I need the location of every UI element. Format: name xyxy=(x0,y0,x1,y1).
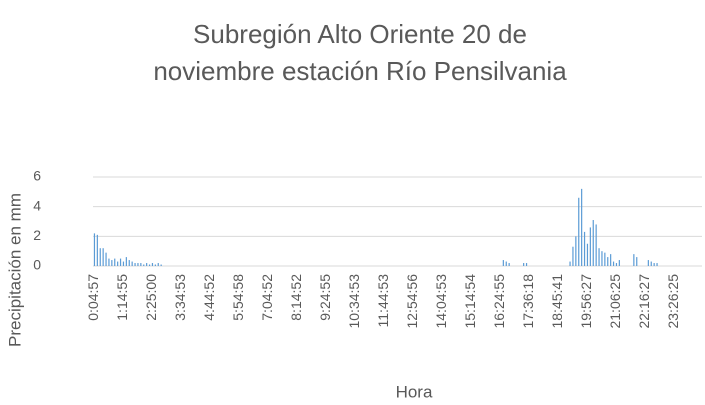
bar xyxy=(601,251,603,266)
bar xyxy=(134,263,136,266)
x-axis-label: Hora xyxy=(396,382,433,401)
bar xyxy=(589,227,591,266)
x-tick-label: 4:44:52 xyxy=(201,274,217,321)
bar xyxy=(598,248,600,266)
bar xyxy=(119,258,122,266)
bar xyxy=(607,257,609,266)
x-tick-label: 15:14:54 xyxy=(462,274,478,329)
bar xyxy=(610,254,612,266)
bar xyxy=(151,263,154,266)
x-tick-label: 21:06:25 xyxy=(607,274,623,329)
x-tick-label: 8:14:52 xyxy=(288,274,304,321)
bar xyxy=(160,264,162,266)
bar xyxy=(93,233,96,266)
x-tick-label: 11:44:53 xyxy=(375,274,391,328)
bar xyxy=(572,246,574,266)
bar xyxy=(114,258,116,266)
bar xyxy=(586,243,589,266)
bar xyxy=(592,220,594,266)
bar xyxy=(581,188,583,266)
x-tick-label: 9:24:55 xyxy=(317,274,333,321)
bar xyxy=(157,263,159,266)
x-tick-label: 23:26:25 xyxy=(665,274,681,329)
x-tick-label: 18:45:41 xyxy=(549,274,565,329)
y-tick-label: 2 xyxy=(33,227,41,243)
y-tick-label: 6 xyxy=(33,168,41,184)
bar xyxy=(525,263,528,266)
bar xyxy=(105,252,107,266)
bar xyxy=(111,260,113,266)
bar xyxy=(131,261,133,266)
x-tick-label: 16:24:55 xyxy=(491,274,507,329)
bar xyxy=(615,263,618,266)
bar xyxy=(128,260,130,266)
x-tick-label: 19:56:27 xyxy=(578,274,594,329)
bar xyxy=(122,261,125,266)
bar xyxy=(618,260,620,266)
bar xyxy=(650,261,652,266)
bar xyxy=(99,248,101,266)
chart-title: Subregión Alto Oriente 20 de noviembre e… xyxy=(153,19,567,86)
x-tick-label: 12:54:56 xyxy=(404,274,420,329)
x-tick-label: 7:04:52 xyxy=(259,274,275,321)
bar xyxy=(96,234,98,266)
bar xyxy=(146,263,148,266)
x-tick-label: 2:25:00 xyxy=(143,274,159,321)
x-tick-label: 22:16:27 xyxy=(636,274,652,329)
bar xyxy=(647,260,649,266)
bar xyxy=(102,248,104,266)
bar xyxy=(575,236,577,266)
bar xyxy=(636,257,638,266)
bar xyxy=(143,264,145,266)
bar xyxy=(140,263,142,266)
bar xyxy=(578,197,580,266)
bar xyxy=(595,224,597,266)
y-axis-label: Precipitación en mm xyxy=(5,193,24,347)
bar xyxy=(502,260,504,266)
x-tick-label: 1:14:55 xyxy=(114,274,130,321)
bar xyxy=(612,261,615,266)
bar xyxy=(117,261,119,266)
y-tick-label: 4 xyxy=(33,197,41,213)
bar xyxy=(505,261,507,266)
bar xyxy=(583,231,586,266)
bar xyxy=(108,258,110,266)
bar xyxy=(523,263,525,266)
x-tick-label: 3:34:53 xyxy=(172,274,188,321)
x-tick-label: 17:36:18 xyxy=(520,274,536,329)
bar xyxy=(569,261,571,266)
bar xyxy=(137,263,139,266)
bar xyxy=(653,263,655,266)
x-tick-label: 10:34:53 xyxy=(346,274,362,329)
bar xyxy=(148,264,151,266)
bar xyxy=(154,264,156,266)
x-tick-label: 5:54:58 xyxy=(230,274,246,321)
x-tick-label: 14:04:53 xyxy=(433,274,449,329)
bar xyxy=(125,257,127,266)
bar xyxy=(633,254,635,266)
bar xyxy=(656,263,658,266)
bar xyxy=(604,252,606,266)
bar xyxy=(508,263,510,266)
y-tick-label: 0 xyxy=(33,257,41,273)
x-tick-label: 0:04:57 xyxy=(85,274,101,321)
